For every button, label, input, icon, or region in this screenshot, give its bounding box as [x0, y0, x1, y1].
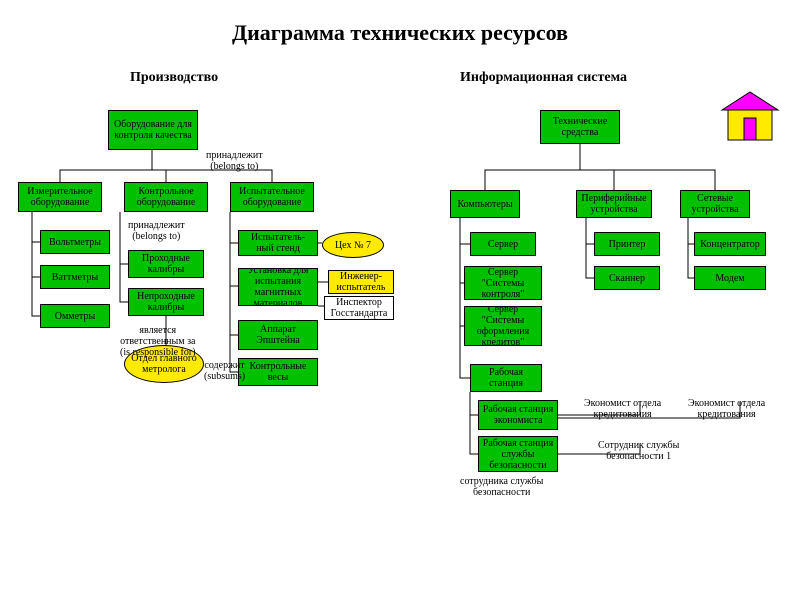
- section-label-0: Производство: [130, 70, 218, 86]
- node-label: Сканнер: [597, 273, 657, 284]
- node-label: Контрольные весы: [241, 361, 315, 383]
- node-n14: Инженер- испытатель: [328, 270, 394, 294]
- node-n33: Модем: [694, 266, 766, 290]
- node-label: Сервер "Системы оформления кредитов": [467, 306, 539, 346]
- node-n29: Рабочая станция службы безопасности: [478, 436, 558, 472]
- page-title-text: Диаграмма технических ресурсов: [232, 20, 568, 45]
- note-r1: Инспектор Госстандарта: [324, 296, 394, 320]
- node-label: Концентратор: [697, 239, 763, 250]
- node-n26: Сервер "Системы оформления кредитов": [464, 306, 542, 346]
- node-n23: Сетевые устройства: [680, 190, 750, 218]
- edge-layer: [0, 0, 800, 600]
- node-n30: Принтер: [594, 232, 660, 256]
- free-text-1: принадлежит (belongs to): [128, 220, 185, 242]
- node-n13: Контрольные весы: [238, 358, 318, 386]
- house-icon: [718, 90, 782, 142]
- node-label: Непроходные калибры: [131, 291, 201, 313]
- ellipse-label: Цех № 7: [335, 240, 371, 251]
- node-label: Сервер: [473, 239, 533, 250]
- node-n10: Испытатель- ный стенд: [238, 230, 318, 256]
- node-label: Аппарат Эпштейна: [241, 324, 315, 346]
- node-label: Измерительное оборудование: [21, 186, 99, 208]
- node-n25: Сервер "Системы контроля": [464, 266, 542, 300]
- node-n1: Оборудование для контроля качества: [108, 110, 198, 150]
- page-title: Диаграмма технических ресурсов: [0, 20, 800, 46]
- node-n27: Рабочая станция: [470, 364, 542, 392]
- ellipse-e1: Цех № 7: [322, 232, 384, 258]
- node-label: Рабочая станция: [473, 367, 539, 389]
- node-n22: Периферийные устройства: [576, 190, 652, 218]
- node-label: Омметры: [43, 311, 107, 322]
- section-label-1: Информационная система: [460, 70, 627, 86]
- node-n20: Технические средства: [540, 110, 620, 144]
- node-label: Компьютеры: [453, 199, 517, 210]
- node-n32: Концентратор: [694, 232, 766, 256]
- node-n12: Аппарат Эпштейна: [238, 320, 318, 350]
- free-text-0: принадлежит (belongs to): [206, 150, 263, 172]
- node-label: Испытатель- ный стенд: [241, 232, 315, 254]
- node-label: Сетевые устройства: [683, 193, 747, 215]
- node-label: Принтер: [597, 239, 657, 250]
- free-text-7: сотрудника службы безопасности: [460, 476, 543, 498]
- node-n9: Непроходные калибры: [128, 288, 204, 316]
- node-label: Инженер- испытатель: [331, 271, 391, 293]
- node-label: Контрольное оборудование: [127, 186, 205, 208]
- node-label: Установка для испытания магнитных матери…: [241, 268, 315, 306]
- node-n31: Сканнер: [594, 266, 660, 290]
- node-n2: Измерительное оборудование: [18, 182, 102, 212]
- free-text-3: содержит (subsums): [204, 360, 245, 382]
- node-label: Оборудование для контроля качества: [111, 119, 195, 141]
- node-n11: Установка для испытания магнитных матери…: [238, 268, 318, 306]
- node-n3: Контрольное оборудование: [124, 182, 208, 212]
- free-text-4: Экономист отдела кредитования: [584, 398, 661, 420]
- node-label: Рабочая станция службы безопасности: [481, 438, 555, 471]
- free-text-2: является ответственным за (is responsibl…: [120, 325, 196, 358]
- node-label: Вольтметры: [43, 237, 107, 248]
- node-n6: Ваттметры: [40, 265, 110, 289]
- free-text-5: Экономист отдела кредитования: [688, 398, 765, 420]
- node-n24: Сервер: [470, 232, 536, 256]
- node-label: Технические средства: [543, 116, 617, 138]
- node-n21: Компьютеры: [450, 190, 520, 218]
- node-n5: Вольтметры: [40, 230, 110, 254]
- node-n4: Испытательное оборудование: [230, 182, 314, 212]
- node-label: Рабочая станция экономиста: [481, 404, 555, 426]
- node-label: Проходные калибры: [131, 253, 201, 275]
- free-text-6: Сотрудник службы безопасности 1: [598, 440, 679, 462]
- node-label: Сервер "Системы контроля": [467, 267, 539, 300]
- node-n8: Проходные калибры: [128, 250, 204, 278]
- node-label: Ваттметры: [43, 272, 107, 283]
- node-label: Периферийные устройства: [579, 193, 649, 215]
- diagram-canvas: Диаграмма технических ресурсов Производс…: [0, 0, 800, 600]
- node-label: Модем: [697, 273, 763, 284]
- node-n7: Омметры: [40, 304, 110, 328]
- node-label: Испытательное оборудование: [233, 186, 311, 208]
- node-n28: Рабочая станция экономиста: [478, 400, 558, 430]
